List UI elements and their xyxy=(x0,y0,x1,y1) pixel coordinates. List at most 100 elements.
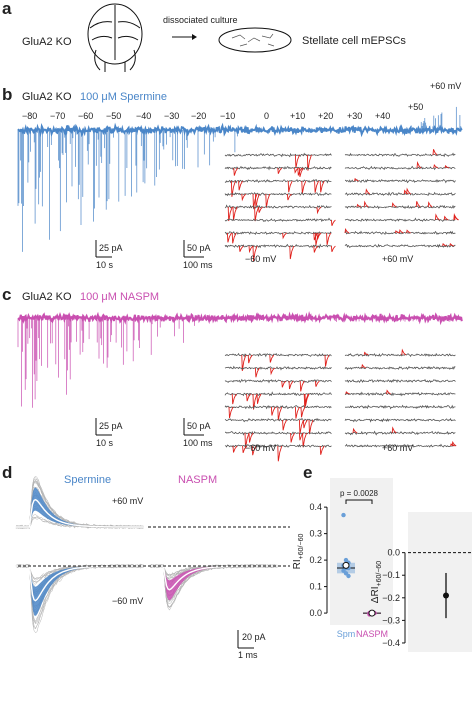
mepsc xyxy=(406,187,411,195)
drug: 100 μM NASPM xyxy=(80,291,159,303)
sem-band xyxy=(16,566,144,616)
mepsc xyxy=(270,406,276,416)
x-tick-label: NASPM xyxy=(356,629,388,639)
sem-band xyxy=(150,566,278,601)
scale-bar xyxy=(237,630,254,649)
mepsc xyxy=(233,167,239,176)
y-tick-label: −0.4 xyxy=(382,638,400,648)
mepsc xyxy=(252,393,258,410)
mepsc xyxy=(316,232,322,240)
sweep xyxy=(224,178,332,184)
mepsc xyxy=(306,154,312,171)
mepsc xyxy=(232,206,238,221)
mepsc xyxy=(294,154,300,169)
voltage-label: −60 mV xyxy=(245,443,276,453)
mepsc xyxy=(248,432,254,443)
mepsc xyxy=(277,445,283,462)
label-main: ΔRI xyxy=(370,587,381,604)
voltage-label: −80 xyxy=(22,111,37,121)
mepsc xyxy=(326,232,332,245)
sweep xyxy=(224,191,332,197)
mepsc xyxy=(365,188,371,195)
voltage-label: −60 mV xyxy=(245,254,276,264)
voltage-label: +30 xyxy=(347,111,362,121)
mepsc xyxy=(316,206,322,215)
y-tick-label: 0.3 xyxy=(309,529,322,539)
plot-background xyxy=(330,478,393,625)
mepsc xyxy=(288,380,294,390)
plot-background xyxy=(408,512,472,652)
mepsc xyxy=(270,367,275,376)
mean xyxy=(368,609,376,617)
arrow-text: dissociated culture xyxy=(163,15,238,25)
dashed-baseline xyxy=(18,526,290,567)
sweep xyxy=(344,378,456,384)
panel-label: b xyxy=(2,85,12,104)
mepsc xyxy=(269,354,275,363)
mepsc xyxy=(241,193,247,202)
voltage-label: −10 xyxy=(220,111,235,121)
sweep xyxy=(224,231,332,236)
drug: 100 μM Spermine xyxy=(80,91,167,103)
mepsc xyxy=(298,419,304,435)
mepsc xyxy=(344,228,350,234)
mepsc xyxy=(352,427,358,434)
scale-label: 100 ms xyxy=(183,260,213,270)
genotype: GluA2 KO xyxy=(22,291,72,303)
mepsc xyxy=(248,245,254,254)
mepsc xyxy=(313,245,319,253)
y-tick-label: 0.4 xyxy=(309,502,322,512)
sem-band xyxy=(16,487,144,527)
mean-trace xyxy=(150,565,278,591)
mepsc xyxy=(277,167,283,174)
mepsc xyxy=(251,445,257,456)
voltage-label: −60 xyxy=(78,111,93,121)
mepsc xyxy=(286,193,292,201)
mean xyxy=(342,561,350,569)
mepsc xyxy=(434,213,440,221)
sweep xyxy=(224,204,332,210)
y-tick-label: −0.3 xyxy=(382,615,400,625)
mepsc xyxy=(301,180,307,194)
mepsc xyxy=(287,180,293,193)
voltage-label: −50 xyxy=(106,111,121,121)
scale-label: 50 pA xyxy=(187,243,211,253)
mepsc xyxy=(282,232,287,240)
mepsc xyxy=(345,391,350,395)
mepsc xyxy=(319,445,325,455)
voltage-label: +60 mV xyxy=(430,81,461,91)
sweep xyxy=(224,152,332,158)
label-main: RI xyxy=(292,559,303,569)
mepsc xyxy=(433,163,439,169)
panel-label: a xyxy=(2,0,12,18)
sweep xyxy=(344,243,456,249)
y-tick-label: 0.1 xyxy=(309,582,322,592)
scale-label: 25 pA xyxy=(99,421,123,431)
mepsc xyxy=(391,426,397,434)
voltage-label: +20 xyxy=(318,111,333,121)
voltage-label: −40 xyxy=(136,111,151,121)
voltage-label: −20 xyxy=(191,111,206,121)
mepsc xyxy=(289,245,295,260)
scale-label: 10 s xyxy=(96,438,114,448)
mepsc xyxy=(290,432,295,443)
sweep xyxy=(224,378,332,384)
trace-title: NASPM xyxy=(178,474,217,486)
panel-label: e xyxy=(303,463,312,482)
mepsc xyxy=(252,245,258,262)
mepsc xyxy=(319,180,325,193)
y-tick-label: 0.0 xyxy=(309,608,322,618)
y-tick-label: 0.2 xyxy=(309,555,322,565)
scale-label: 20 pA xyxy=(242,632,266,642)
sweep xyxy=(344,443,456,448)
cells xyxy=(231,33,275,47)
genotype: GluA2 KO xyxy=(22,91,72,103)
y-tick-label: −0.2 xyxy=(382,593,400,603)
voltage-label: −70 xyxy=(50,111,65,121)
mepsc xyxy=(454,214,459,221)
sweep xyxy=(344,417,456,423)
mepsc xyxy=(254,206,260,222)
mepsc xyxy=(238,245,244,252)
voltage-label: +50 xyxy=(408,102,423,112)
x-tick-label: Spm xyxy=(337,629,356,639)
